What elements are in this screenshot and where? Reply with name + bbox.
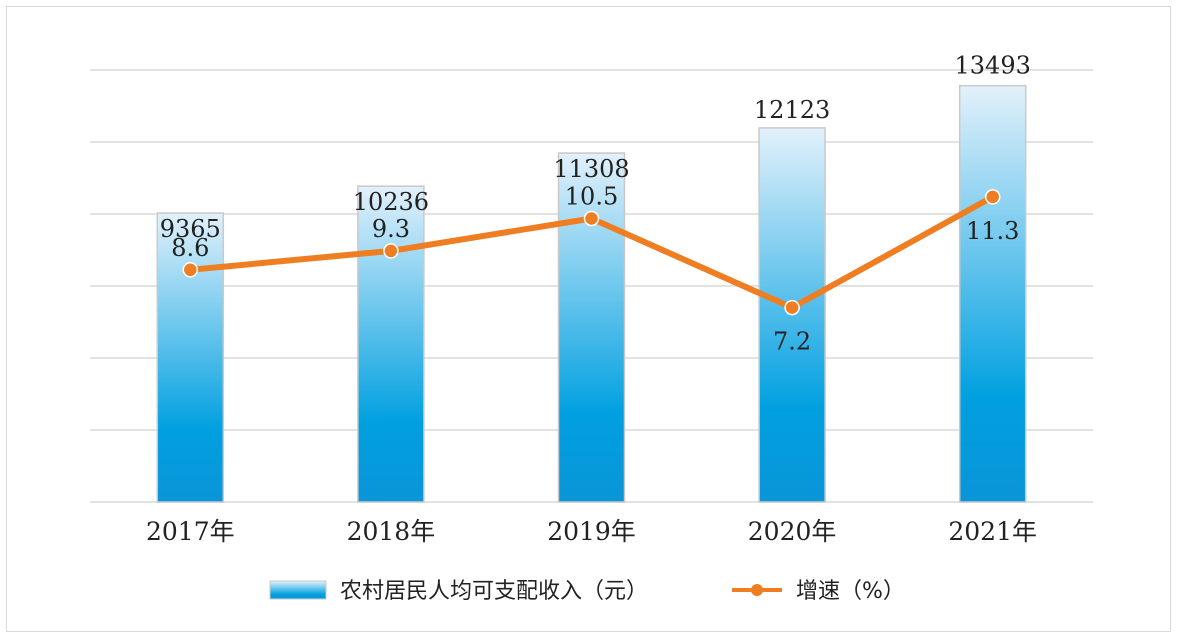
bar-value-label: 12123 bbox=[754, 96, 830, 124]
line-point bbox=[984, 189, 1001, 205]
line-series bbox=[182, 189, 1001, 316]
bar bbox=[958, 84, 1027, 503]
legend-label-line: 增速（%） bbox=[796, 579, 905, 604]
legend: 农村居民人均可支配收入（元） 增速（%） bbox=[269, 579, 905, 604]
legend-label-bar: 农村居民人均可支配收入（元） bbox=[340, 579, 648, 604]
bar-value-label: 10236 bbox=[353, 188, 429, 216]
bar-value-label: 9365 bbox=[160, 215, 221, 243]
line-value-label: 9.3 bbox=[372, 215, 410, 243]
x-axis-tick-labels: 2017年 2018年 2019年 2020年 2021年 bbox=[146, 517, 1037, 546]
line-value-labels: 8.6 9.3 10.5 7.2 11.3 bbox=[171, 183, 1019, 356]
line-point bbox=[383, 243, 399, 259]
bar bbox=[156, 212, 225, 503]
bar bbox=[357, 185, 425, 503]
x-tick-label: 2018年 bbox=[347, 517, 436, 546]
x-tick-label: 2021年 bbox=[948, 517, 1037, 546]
line-point bbox=[784, 299, 800, 316]
line-value-label: 10.5 bbox=[565, 183, 618, 211]
bar-value-labels: 9365 10236 11308 12123 13493 bbox=[160, 52, 1031, 243]
legend-swatch-bar bbox=[269, 580, 327, 600]
bar-value-label: 13493 bbox=[955, 52, 1031, 80]
line-point bbox=[182, 262, 199, 278]
line-value-label: 7.2 bbox=[773, 328, 811, 356]
line-value-label: 8.6 bbox=[171, 234, 209, 262]
bar-series bbox=[156, 84, 1027, 503]
line-point bbox=[583, 210, 600, 227]
legend-marker-line bbox=[751, 584, 763, 596]
line-value-label: 11.3 bbox=[966, 217, 1019, 245]
x-tick-label: 2017年 bbox=[146, 517, 235, 546]
x-tick-label: 2020年 bbox=[748, 517, 837, 546]
bar-value-label: 11308 bbox=[553, 155, 629, 183]
x-tick-label: 2019年 bbox=[547, 517, 636, 546]
